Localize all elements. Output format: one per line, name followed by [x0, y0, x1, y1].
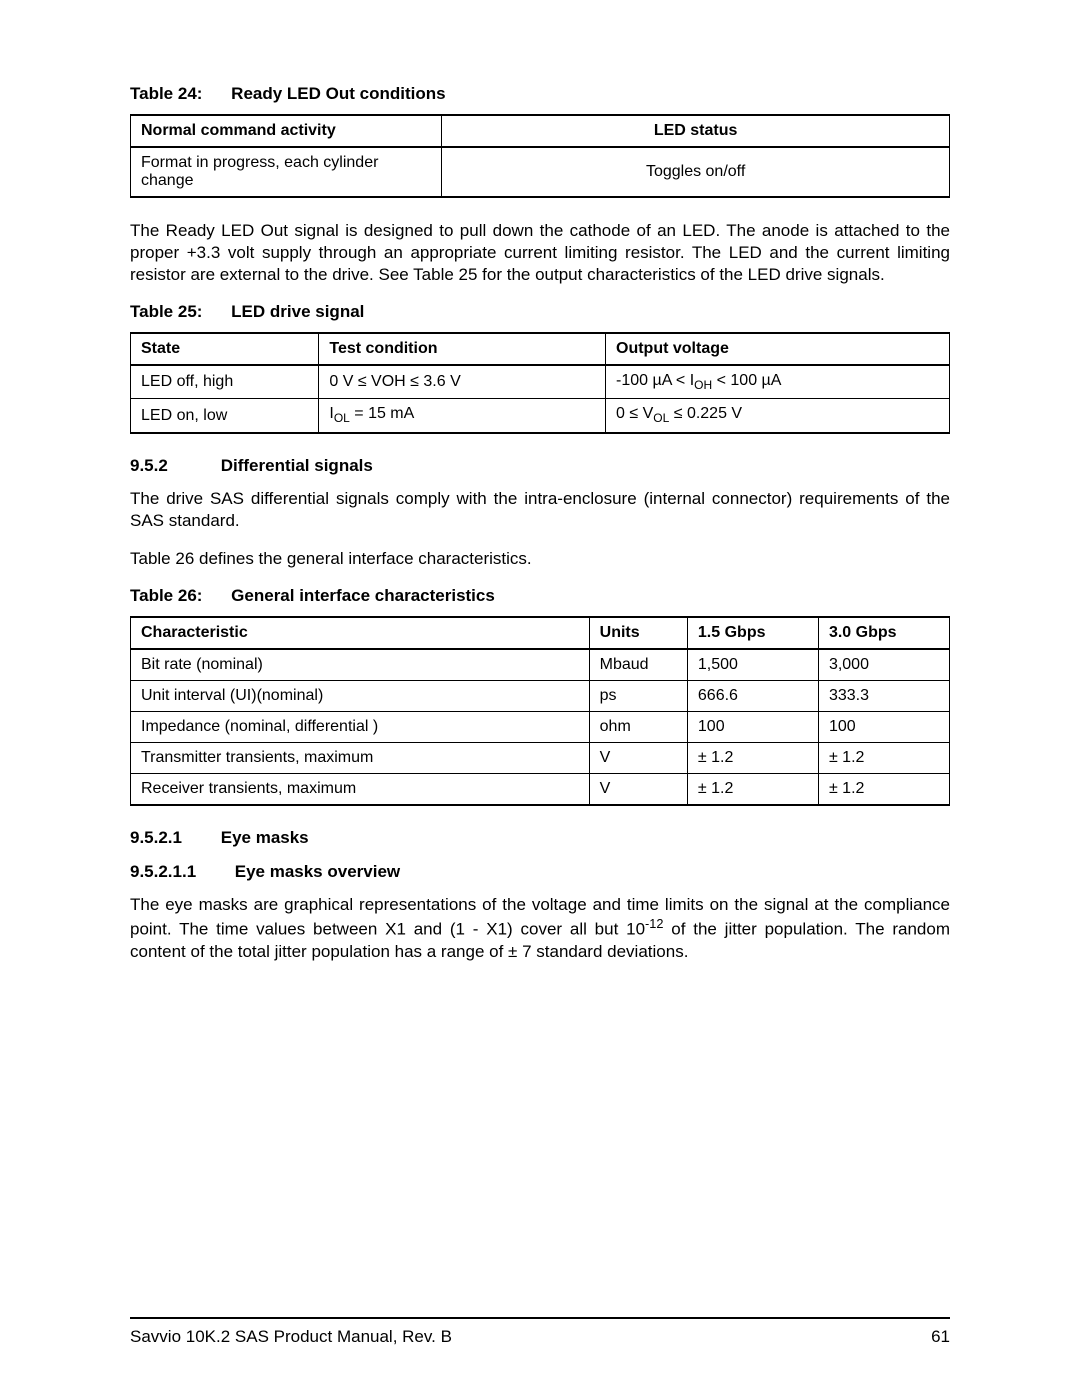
table25-header-row: State Test condition Output voltage: [131, 333, 950, 365]
table26-cell: Bit rate (nominal): [131, 649, 590, 681]
section-number: 9.5.2.1: [130, 828, 216, 848]
section-number: 9.5.2: [130, 456, 216, 476]
paragraph: The drive SAS differential signals compl…: [130, 488, 950, 532]
table26-col-1: Units: [589, 617, 687, 649]
table26-cell: Unit interval (UI)(nominal): [131, 680, 590, 711]
table24-col-0: Normal command activity: [131, 115, 442, 147]
table26-cell: Receiver transients, maximum: [131, 773, 590, 805]
table26-cell: 100: [687, 711, 818, 742]
paragraph: The Ready LED Out signal is designed to …: [130, 220, 950, 286]
table-row: Bit rate (nominal)Mbaud1,5003,000: [131, 649, 950, 681]
section-heading-9-5-2-1: 9.5.2.1 Eye masks: [130, 828, 950, 848]
document-page: Table 24: Ready LED Out conditions Norma…: [0, 0, 1080, 1397]
table25-col-1: Test condition: [319, 333, 606, 365]
table26-cell: Impedance (nominal, differential ): [131, 711, 590, 742]
table26-cell: ± 1.2: [687, 773, 818, 805]
table26-cell: ohm: [589, 711, 687, 742]
table26-cell: 100: [818, 711, 949, 742]
table24-caption: Table 24: Ready LED Out conditions: [130, 84, 950, 104]
table26-cell: 666.6: [687, 680, 818, 711]
section-title: Eye masks overview: [235, 862, 400, 881]
table24-cell: Format in progress, each cylinder change: [131, 147, 442, 197]
table26-cell: ± 1.2: [818, 773, 949, 805]
table26-col-0: Characteristic: [131, 617, 590, 649]
table26-cell: ± 1.2: [687, 742, 818, 773]
page-footer: Savvio 10K.2 SAS Product Manual, Rev. B …: [130, 1317, 950, 1347]
table24-header-row: Normal command activity LED status: [131, 115, 950, 147]
paragraph: The eye masks are graphical representati…: [130, 894, 950, 963]
table25-caption-title: LED drive signal: [231, 302, 364, 321]
table25-cell-state: LED on, low: [131, 399, 319, 433]
table26-col-2: 1.5 Gbps: [687, 617, 818, 649]
table26-cell: ± 1.2: [818, 742, 949, 773]
section-number: 9.5.2.1.1: [130, 862, 230, 882]
table-row: Transmitter transients, maximumV± 1.2± 1…: [131, 742, 950, 773]
table24-cell: Toggles on/off: [442, 147, 950, 197]
table-row: Impedance (nominal, differential )ohm100…: [131, 711, 950, 742]
table26: Characteristic Units 1.5 Gbps 3.0 Gbps B…: [130, 616, 950, 806]
table25-cell-cond: 0 V ≤ VOH ≤ 3.6 V: [319, 365, 606, 399]
table26-header-row: Characteristic Units 1.5 Gbps 3.0 Gbps: [131, 617, 950, 649]
table26-cell: ps: [589, 680, 687, 711]
table25-cell-out: 0 ≤ VOL ≤ 0.225 V: [606, 399, 950, 433]
table25-cell-cond: IOL = 15 mA: [319, 399, 606, 433]
table26-cell: Transmitter transients, maximum: [131, 742, 590, 773]
table-row: Format in progress, each cylinder change…: [131, 147, 950, 197]
table26-cell: 1,500: [687, 649, 818, 681]
table25-col-2: Output voltage: [606, 333, 950, 365]
paragraph: Table 26 defines the general interface c…: [130, 548, 950, 570]
table25-cell-state: LED off, high: [131, 365, 319, 399]
table-row: Unit interval (UI)(nominal)ps666.6333.3: [131, 680, 950, 711]
table26-caption-title: General interface characteristics: [231, 586, 495, 605]
table-row: LED off, high 0 V ≤ VOH ≤ 3.6 V -100 µA …: [131, 365, 950, 399]
section-title: Differential signals: [221, 456, 373, 475]
footer-line: Savvio 10K.2 SAS Product Manual, Rev. B …: [130, 1317, 950, 1347]
table24: Normal command activity LED status Forma…: [130, 114, 950, 198]
table25-caption-number: Table 25:: [130, 302, 202, 322]
table-row: Receiver transients, maximumV± 1.2± 1.2: [131, 773, 950, 805]
table26-cell: 3,000: [818, 649, 949, 681]
table25-caption: Table 25: LED drive signal: [130, 302, 950, 322]
table24-caption-number: Table 24:: [130, 84, 202, 104]
table26-col-3: 3.0 Gbps: [818, 617, 949, 649]
table26-cell: Mbaud: [589, 649, 687, 681]
table26-cell: V: [589, 742, 687, 773]
table25-col-0: State: [131, 333, 319, 365]
footer-page-number: 61: [931, 1327, 950, 1347]
section-heading-9-5-2: 9.5.2 Differential signals: [130, 456, 950, 476]
section-title: Eye masks: [221, 828, 309, 847]
section-heading-9-5-2-1-1: 9.5.2.1.1 Eye masks overview: [130, 862, 950, 882]
table25-cell-out: -100 µA < IOH < 100 µA: [606, 365, 950, 399]
table26-caption-number: Table 26:: [130, 586, 202, 606]
table26-cell: V: [589, 773, 687, 805]
table24-caption-title: Ready LED Out conditions: [231, 84, 445, 103]
table26-caption: Table 26: General interface characterist…: [130, 586, 950, 606]
footer-doc-title: Savvio 10K.2 SAS Product Manual, Rev. B: [130, 1327, 452, 1347]
table24-col-1: LED status: [442, 115, 950, 147]
table25: State Test condition Output voltage LED …: [130, 332, 950, 433]
table26-cell: 333.3: [818, 680, 949, 711]
table-row: LED on, low IOL = 15 mA 0 ≤ VOL ≤ 0.225 …: [131, 399, 950, 433]
